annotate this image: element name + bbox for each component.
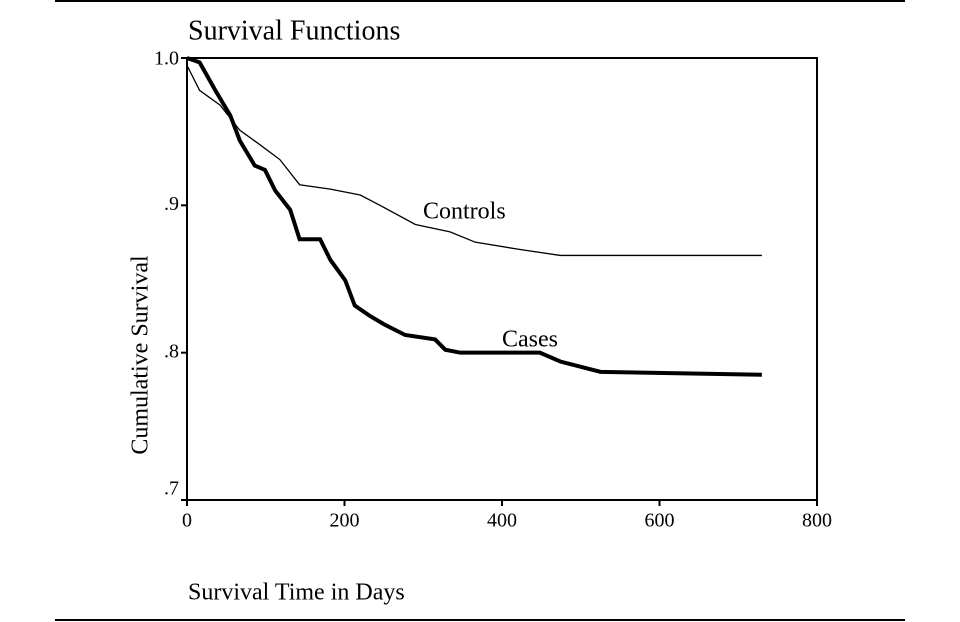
x-tick-label: 800 [802,510,832,532]
series-line [186,56,762,377]
chart-title: Survival Functions [188,15,400,46]
y-tick-label: .7 [164,478,179,500]
series-line [186,65,762,257]
y-tick-label: .9 [164,193,179,215]
x-tick-label: 400 [487,510,517,532]
series-annotation: Controls [423,199,506,225]
x-tick-label: 0 [182,510,192,532]
plot-frame [186,57,818,501]
x-tick-label: 600 [645,510,675,532]
y-tick-label: 1.0 [154,48,179,70]
y-axis-title: Cumulative Survival [128,255,154,455]
x-tick-label: 200 [330,510,360,532]
y-tick-label: .8 [164,340,179,362]
series-annotation: Cases [502,327,558,353]
x-axis-title: Survival Time in Days [188,580,405,606]
